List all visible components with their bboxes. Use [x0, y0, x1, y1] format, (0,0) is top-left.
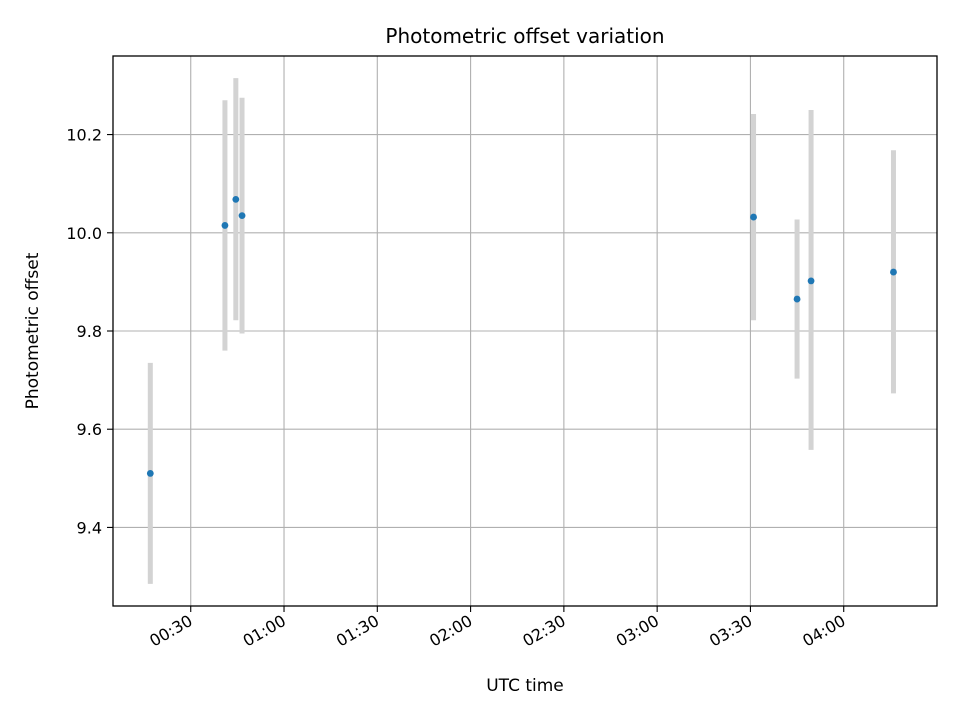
y-tick-label: 10.0 — [66, 224, 102, 243]
grid — [113, 56, 937, 606]
x-tick-label: 02:30 — [519, 611, 568, 651]
x-tick-label: 01:30 — [333, 611, 382, 651]
x-tick-label: 00:30 — [146, 611, 195, 651]
y-axis-ticks: 9.4 9.6 9.8 10.0 10.2 — [66, 126, 113, 537]
x-tick-label: 01:00 — [240, 611, 289, 651]
x-axis-label: UTC time — [486, 676, 564, 696]
y-tick-label: 9.8 — [77, 322, 102, 341]
y-axis-label: Photometric offset — [23, 252, 43, 409]
data-point — [238, 212, 246, 219]
x-axis-ticks: 00:30 01:00 01:30 02:00 02:30 03:00 03:30 04:00 — [146, 606, 849, 651]
data-point — [221, 222, 229, 229]
data-point — [890, 268, 897, 276]
x-tick-label: 04:00 — [799, 611, 848, 651]
data-point — [146, 470, 154, 477]
x-tick-label: 03:30 — [706, 611, 755, 651]
x-tick-label: 03:00 — [613, 611, 662, 651]
chart-title: Photometric offset variation — [385, 24, 664, 48]
x-tick-label: 02:00 — [426, 611, 475, 651]
data-point — [807, 277, 815, 285]
data-points — [146, 195, 897, 477]
y-tick-label: 9.6 — [77, 420, 102, 439]
y-tick-label: 10.2 — [66, 126, 102, 145]
data-point — [750, 213, 757, 221]
data-point — [793, 295, 801, 303]
data-point — [232, 195, 240, 203]
y-tick-label: 9.4 — [77, 518, 102, 537]
